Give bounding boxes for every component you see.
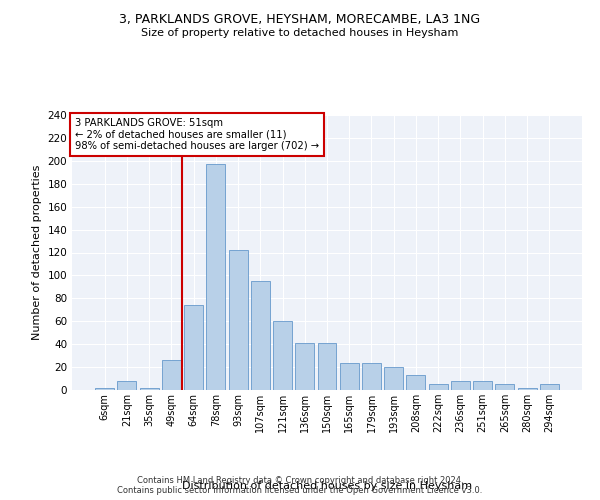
Bar [451, 381, 470, 390]
Bar [317, 343, 337, 390]
Bar [118, 381, 136, 390]
Bar [429, 384, 448, 390]
Text: 3 PARKLANDS GROVE: 51sqm
← 2% of detached houses are smaller (11)
98% of semi-de: 3 PARKLANDS GROVE: 51sqm ← 2% of detache… [74, 118, 319, 151]
Bar [540, 384, 559, 390]
Bar [229, 250, 248, 390]
Bar [273, 322, 292, 390]
Bar [518, 388, 536, 390]
Bar [406, 375, 425, 390]
Bar [295, 343, 314, 390]
Bar [340, 362, 359, 390]
Bar [162, 360, 181, 390]
Bar [206, 164, 225, 390]
Bar [384, 367, 403, 390]
Bar [473, 381, 492, 390]
X-axis label: Distribution of detached houses by size in Heysham: Distribution of detached houses by size … [182, 481, 472, 491]
Bar [251, 281, 270, 390]
Text: Contains HM Land Registry data © Crown copyright and database right 2024.
Contai: Contains HM Land Registry data © Crown c… [118, 476, 482, 495]
Bar [95, 388, 114, 390]
Text: 3, PARKLANDS GROVE, HEYSHAM, MORECAMBE, LA3 1NG: 3, PARKLANDS GROVE, HEYSHAM, MORECAMBE, … [119, 12, 481, 26]
Bar [140, 388, 158, 390]
Y-axis label: Number of detached properties: Number of detached properties [32, 165, 42, 340]
Bar [184, 305, 203, 390]
Bar [362, 362, 381, 390]
Bar [496, 384, 514, 390]
Text: Size of property relative to detached houses in Heysham: Size of property relative to detached ho… [142, 28, 458, 38]
